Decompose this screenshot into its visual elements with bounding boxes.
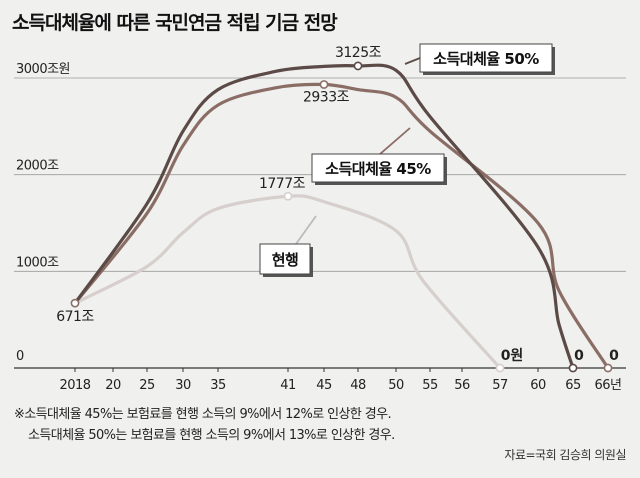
x-tick-label: 48 (350, 378, 366, 393)
depletion-marker-45 (603, 363, 613, 373)
peak-marker-45 (319, 80, 329, 89)
data-labels: 671조 1777조 2933조 3125조 0원 0 0 (56, 45, 619, 364)
x-tick-label: 25 (139, 378, 155, 393)
data-label: 1777조 (259, 176, 306, 192)
x-tick-label: 45 (316, 378, 332, 393)
data-label: 0 (609, 348, 619, 364)
x-tick-label: 20 (105, 378, 121, 393)
data-label: 0 (574, 348, 584, 364)
peak-marker-current (283, 191, 293, 201)
y-tick-label: 3000조원 (16, 62, 70, 77)
footnote-50: 소득대체율 50%는 보험료를 현행 소득의 9%에서 13%로 인상한 경우. (28, 428, 395, 443)
chart-title: 소득대체율에 따른 국민연금 적립 기금 전망 (12, 12, 338, 34)
y-axis: 0 1000조 2000조 3000조원 (16, 62, 71, 364)
callout-label: 소득대체율 50% (433, 50, 539, 68)
y-tick-label: 2000조 (16, 159, 59, 174)
data-label: 2933조 (303, 89, 350, 105)
data-label: 671조 (56, 309, 94, 325)
x-tick-label: 50 (388, 378, 404, 393)
x-tick-label: 35 (210, 378, 226, 393)
x-tick-label: 30 (175, 378, 191, 393)
x-tick-label: 66년 (594, 378, 621, 393)
peak-marker-50 (353, 61, 363, 71)
footnotes: ※소득대체율 45%는 보험료를 현행 소득의 9%에서 12%로 인상한 경우… (14, 404, 395, 446)
callout-current: 현행 (259, 215, 317, 277)
start-marker (70, 298, 80, 308)
data-label: 3125조 (335, 45, 382, 61)
series-line-50 (73, 63, 575, 370)
source-credit: 자료=국회 김승희 의원실 (504, 448, 626, 462)
x-tick-label: 60 (530, 378, 546, 393)
x-tick-label: 55 (422, 378, 438, 393)
x-tick-label: 57 (492, 378, 508, 393)
series-line-current (73, 194, 502, 370)
callout-boxes: 소득대체율 50% 소득대체율 45% 현행 (259, 43, 555, 277)
series-line-45 (73, 82, 610, 370)
x-tick-label: 65 (565, 378, 581, 393)
callout-label: 현행 (272, 251, 299, 269)
callout-label: 소득대체율 45% (325, 160, 431, 178)
series-lines (70, 61, 613, 373)
x-tick-label: 2018 (59, 378, 90, 393)
callout-50: 소득대체율 50% (404, 43, 555, 75)
y-tick-label: 0 (16, 349, 24, 364)
footnote-45: ※소득대체율 45%는 보험료를 현행 소득의 9%에서 12%로 인상한 경우… (14, 407, 392, 422)
y-tick-label: 1000조 (16, 255, 59, 270)
x-tick-label: 41 (280, 378, 296, 393)
data-label: 0원 (501, 348, 524, 364)
callout-45: 소득대체율 45% (311, 127, 447, 185)
depletion-marker-current (495, 363, 505, 373)
x-axis: 2018 20 25 30 35 41 45 48 50 55 56 57 60 65 66년 (14, 367, 626, 393)
x-tick-label: 56 (454, 378, 470, 393)
depletion-marker-50 (568, 363, 578, 373)
